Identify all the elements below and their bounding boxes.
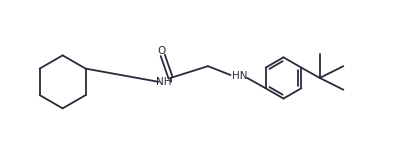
Text: NH: NH (156, 77, 171, 87)
Text: O: O (157, 46, 166, 56)
Text: HN: HN (231, 71, 247, 81)
